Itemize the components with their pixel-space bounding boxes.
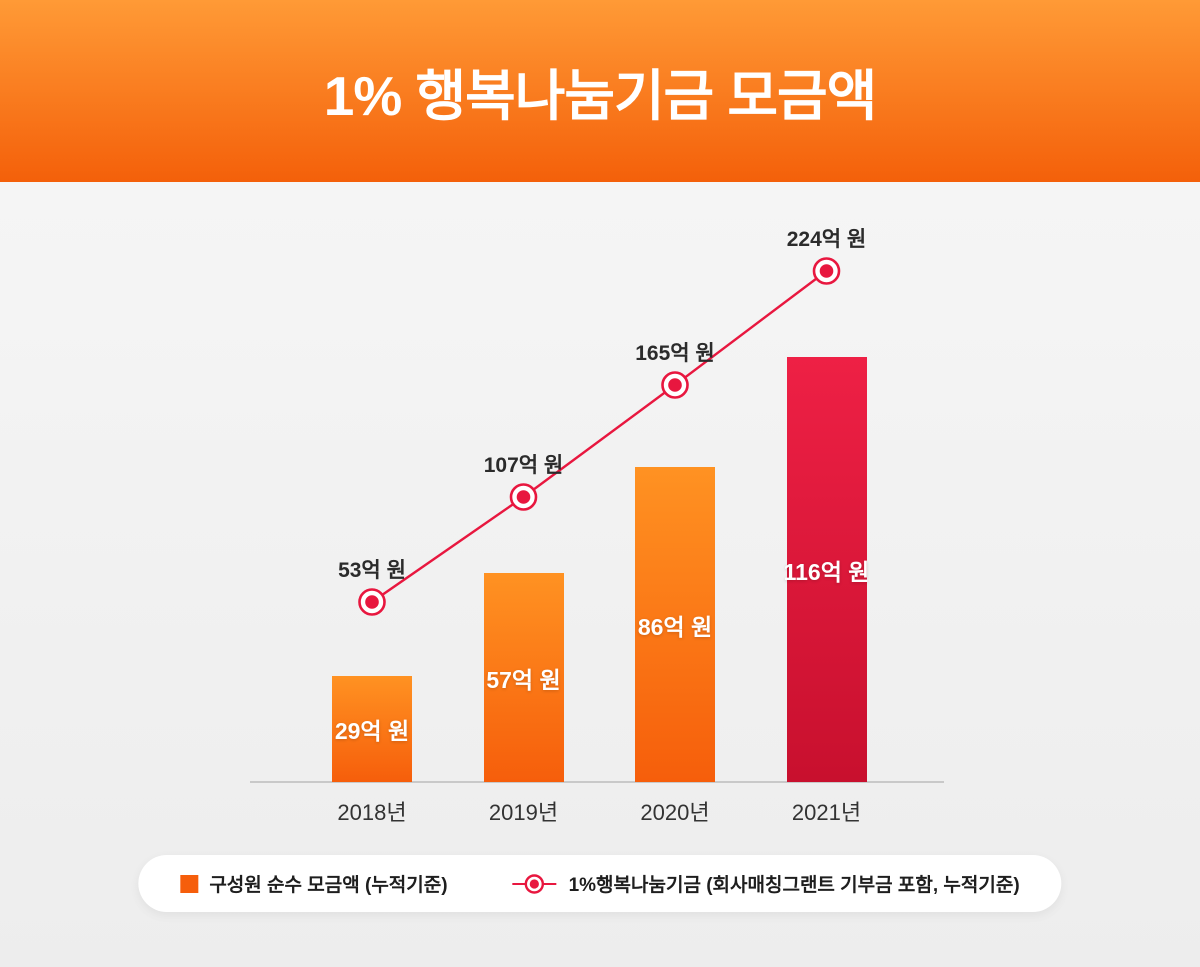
line-marker-inner (365, 595, 379, 609)
legend-item-line: 1%행복나눔기금 (회사매칭그랜트 기부금 포함, 누적기준) (512, 870, 1020, 897)
line-marker-outer (812, 257, 841, 285)
line-marker-inner (668, 378, 682, 392)
line-marker-inner (819, 264, 834, 278)
bar-2020년 (635, 467, 715, 782)
bar-value-label: 57억 원 (486, 666, 561, 693)
bar-legend-label: 구성원 순수 모금액 (누적기준) (209, 875, 448, 896)
line-series-path (371, 270, 828, 603)
line-value-label: 53억 원 (338, 559, 406, 582)
x-axis-label: 2019년 (488, 800, 559, 825)
bar-value-label: 86억 원 (637, 613, 713, 640)
line-legend-label: 1%행복나눔기금 (회사매칭그랜트 기부금 포함, 누적기준) (568, 875, 1020, 896)
bar-2021년 (786, 357, 867, 782)
bar-2019년 (483, 573, 564, 782)
line-value-label: 165억 원 (635, 342, 715, 365)
line-marker-outer (509, 483, 538, 511)
page-title: 1% 행복나눔기금 모금액 (323, 65, 877, 127)
x-axis-line (250, 781, 944, 783)
x-axis-label: 2020년 (640, 800, 710, 825)
bar-value-label: 29억 원 (334, 718, 410, 744)
legend-item-bar: 구성원 순수 모금액 (누적기준) (180, 870, 448, 897)
legend: 구성원 순수 모금액 (누적기준) 1%행복나눔기금 (회사매칭그랜트 기부금 … (138, 855, 1062, 912)
bar-2018년 (332, 676, 412, 782)
line-marker-outer (358, 588, 386, 616)
line-value-label: 224억 원 (786, 228, 867, 251)
bar-legend-swatch-icon (180, 874, 199, 893)
line-marker-inner (516, 490, 531, 504)
header-banner: 1% 행복나눔기금 모금액 (0, 0, 1200, 182)
x-axis-label: 2018년 (337, 800, 407, 825)
bar-value-label: 116억 원 (783, 558, 870, 585)
line-value-label: 107억 원 (483, 454, 564, 477)
line-marker-outer (661, 371, 689, 399)
line-legend-marker-icon (512, 873, 557, 894)
x-axis-label: 2021년 (791, 800, 862, 825)
